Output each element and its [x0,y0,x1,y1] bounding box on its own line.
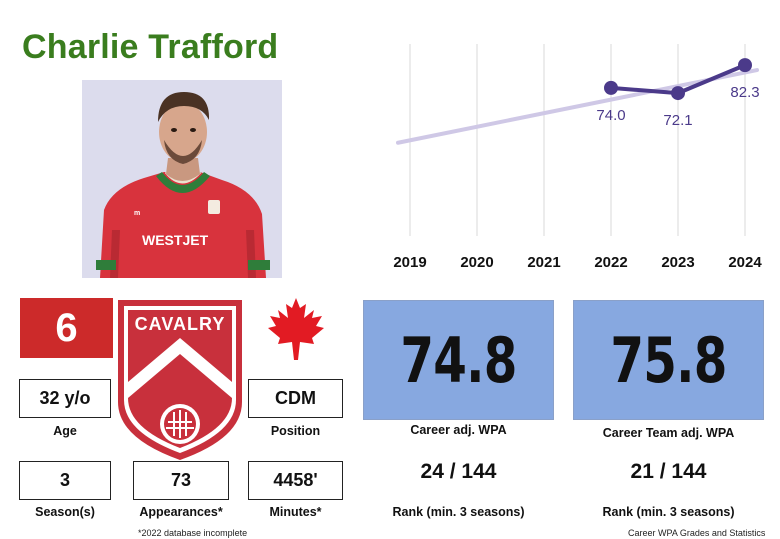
x-tick-2023: 2023 [661,254,694,271]
footnote: *2022 database incomplete [138,528,248,538]
player-photo: m WESTJET [82,80,282,278]
position-label: Position [270,424,321,438]
x-tick-2021: 2021 [527,254,560,271]
appearances-label: Appearances* [139,505,223,519]
age-label: Age [53,424,77,438]
minutes-label: Minutes* [269,505,322,519]
position-value: CDM [248,379,343,418]
career-wpa-label: Career adj. WPA [410,423,507,437]
x-tick-2019: 2019 [393,254,426,271]
team-wpa-box: 75.8 [573,300,764,420]
career-wpa-box: 74.8 [363,300,554,420]
data-point-2022 [604,80,618,95]
career-wpa-value: 74.8 [400,323,517,397]
svg-text:m: m [134,210,140,217]
data-point-2023 [671,86,685,101]
seasons-value: 3 [19,461,111,500]
data-label-2023: 72.1 [663,112,692,129]
jersey-sponsor: WESTJET [142,232,209,248]
team-name: CAVALRY [135,314,226,334]
wpa-trend-chart: 74.0 72.1 82.3 2019 2020 2021 2022 2023 2024 [393,44,762,271]
team-wpa-rank: 21 / 144 [630,460,707,483]
source-note: Career WPA Grades and Statistics [628,528,766,538]
appearances-value: 73 [133,461,229,500]
x-tick-2020: 2020 [460,254,493,271]
career-wpa-rank: 24 / 144 [420,460,497,483]
career-rank-label: Rank (min. 3 seasons) [392,505,525,519]
team-crest: CAVALRY [118,300,242,460]
team-wpa-label: Career Team adj. WPA [602,426,735,440]
data-label-2024: 82.3 [730,84,759,101]
age-value: 32 y/o [19,379,111,418]
jersey-number: 6 [20,298,113,358]
x-tick-2024: 2024 [728,254,762,271]
data-point-2024 [738,58,752,73]
team-wpa-value: 75.8 [610,323,727,397]
player-name: Charlie Trafford [22,28,279,66]
team-rank-label: Rank (min. 3 seasons) [602,505,735,519]
maple-leaf-icon [268,298,324,360]
trend-line [396,68,759,145]
seasons-label: Season(s) [35,505,95,519]
x-tick-2022: 2022 [594,254,627,271]
minutes-value: 4458' [248,461,343,500]
data-label-2022: 74.0 [596,107,625,124]
